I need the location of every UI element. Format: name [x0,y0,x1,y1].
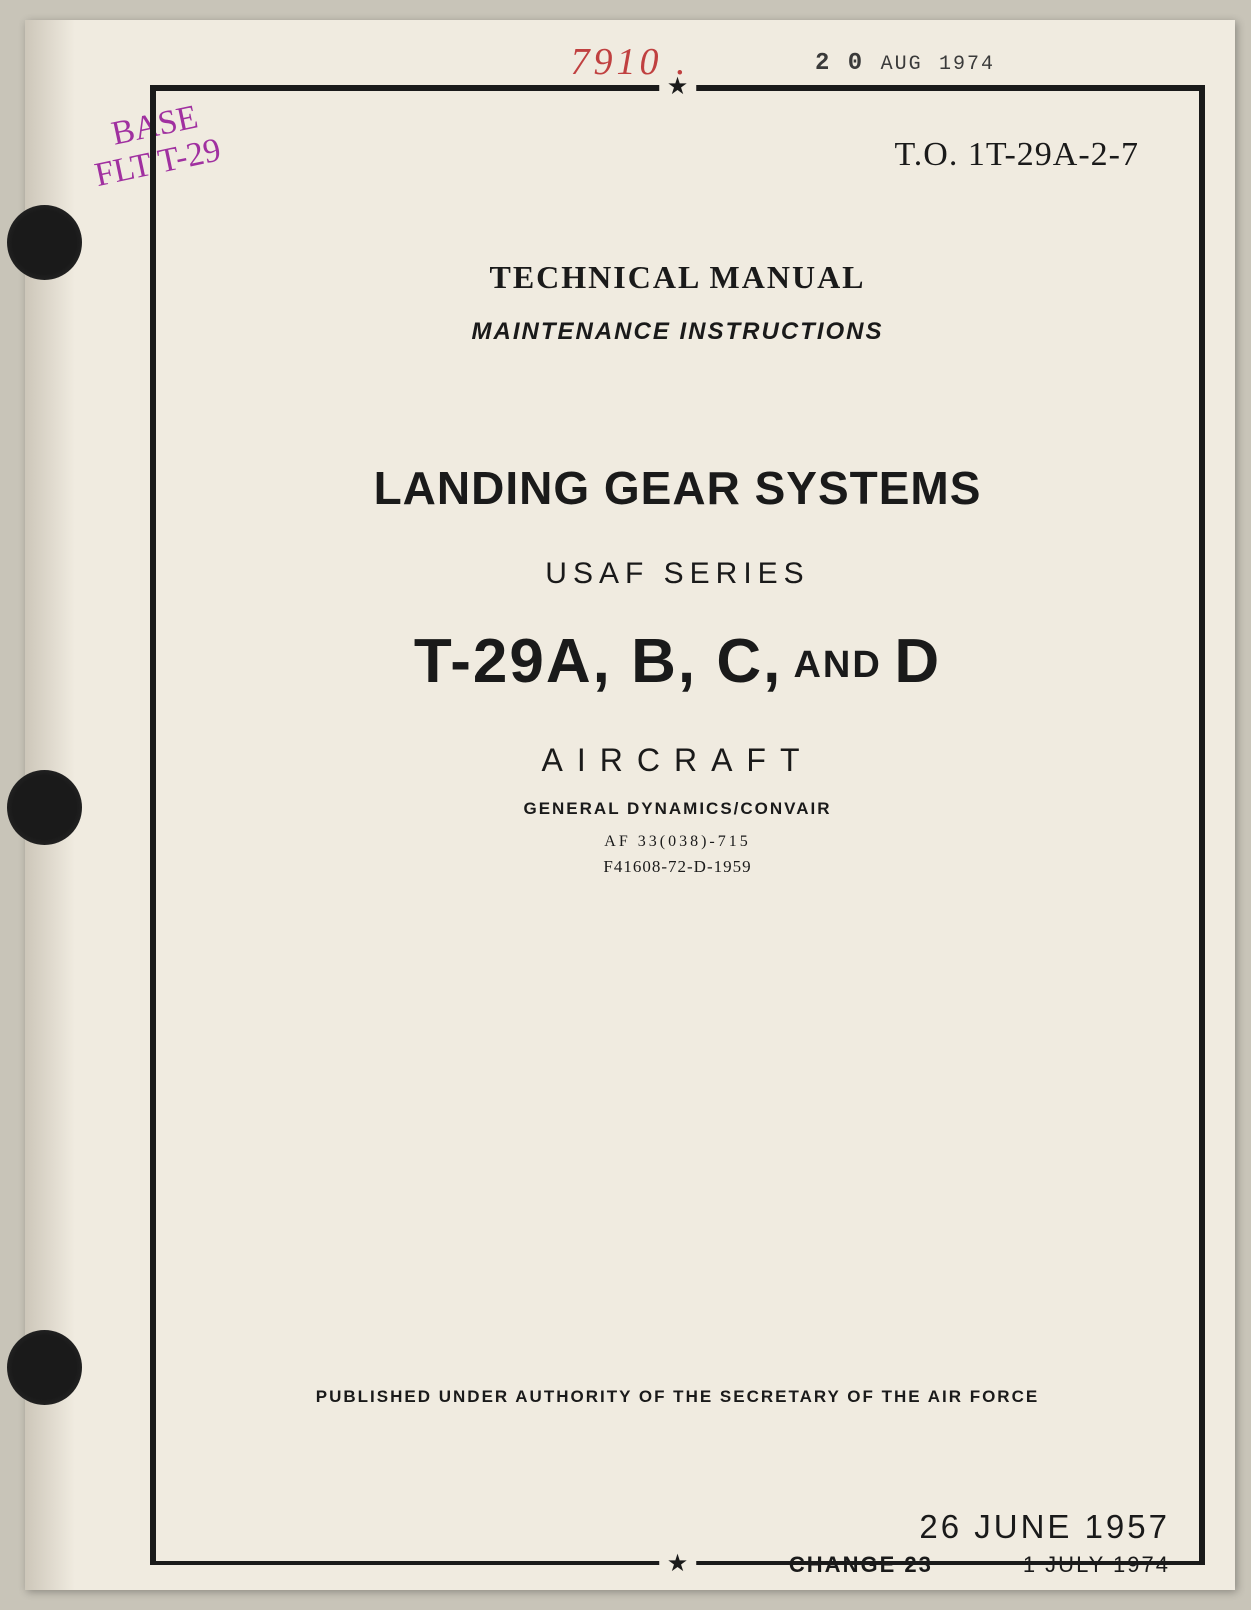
manufacturer-name: GENERAL DYNAMICS/CONVAIR [216,799,1139,819]
usaf-series-label: USAF SERIES [216,557,1139,591]
change-revision-line: CHANGE 23 1 JULY 1974 [789,1552,1170,1578]
stamp-day: 2 0 [815,50,864,77]
footer-dates: 26 JUNE 1957 CHANGE 23 1 JULY 1974 [789,1508,1170,1578]
contract-number-1: AF 33(038)-715 [216,833,1139,851]
punch-hole-middle [7,770,82,845]
system-title: LANDING GEAR SYSTEMS [216,461,1139,515]
star-icon-bottom: ★ [659,1552,697,1576]
model-suffix: D [894,627,941,696]
aircraft-label: AIRCRAFT [216,742,1139,779]
punch-hole-top [7,205,82,280]
contract-number-2: F41608-72-D-1959 [216,857,1139,877]
stamp-year: 1974 [939,53,995,76]
date-stamp: 2 0 AUG 1974 [815,50,995,77]
content-border-frame: ★ ★ T.O. 1T-29A-2-7 TECHNICAL MANUAL MAI… [150,85,1205,1565]
publication-authority: PUBLISHED UNDER AUTHORITY OF THE SECRETA… [216,1387,1139,1407]
star-icon-top: ★ [659,75,697,99]
technical-order-number: T.O. 1T-29A-2-7 [216,136,1139,174]
stamp-month: AUG [881,53,923,76]
model-and: AND [782,644,894,686]
change-number: CHANGE 23 [789,1552,933,1577]
maintenance-instructions-subtitle: MAINTENANCE INSTRUCTIONS [216,318,1139,346]
punch-hole-bottom [7,1330,82,1405]
title-content: TECHNICAL MANUAL MAINTENANCE INSTRUCTION… [216,259,1139,1407]
change-date: 1 JULY 1974 [1023,1552,1170,1577]
publication-date: 26 JUNE 1957 [789,1508,1170,1546]
document-page: 7910 . 2 0 AUG 1974 BASE FLT T-29 ★ ★ T.… [25,20,1235,1590]
model-prefix: T-29A, B, C, [414,627,783,696]
technical-manual-title: TECHNICAL MANUAL [216,259,1139,296]
aircraft-model-designation: T-29A, B, C, AND D [216,626,1139,697]
